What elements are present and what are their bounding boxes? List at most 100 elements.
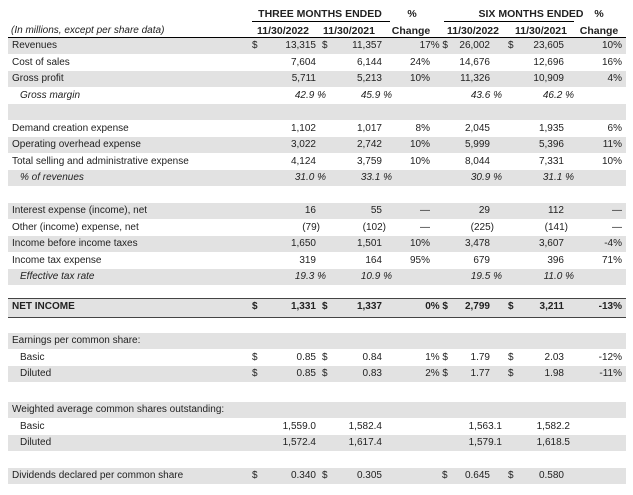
table-row: Weighted average common shares outstandi…: [8, 402, 626, 419]
value-h1-2022: 2,045: [464, 122, 490, 134]
value-h1-2022: 11,326: [460, 73, 490, 84]
table-row: Total selling and administrative expense…: [8, 154, 626, 170]
value-q3-2021: 6,144: [356, 56, 382, 68]
currency-symbol: $: [508, 40, 514, 51]
table-row: Cost of sales 7,604 6,144 24% 14,676 12,…: [8, 55, 626, 71]
value-h1-2022: 1.79: [470, 351, 490, 363]
value-h1-2021: 31.1 %: [542, 172, 574, 183]
table-row: Demand creation expense 1,102 1,017 8% 2…: [8, 121, 626, 137]
pct-change-half: -13%: [598, 301, 622, 312]
pct-change-half: -11%: [599, 368, 622, 379]
row-label: NET INCOME: [12, 301, 75, 312]
value-h1-2022: 26,002: [459, 40, 490, 51]
value-h1-2022: 1,579.1: [468, 437, 502, 448]
row-label: Basic: [20, 351, 45, 363]
value-h1-2021: 2.03: [544, 351, 564, 363]
value-h1-2022: 30.9 %: [470, 172, 502, 183]
table-row: Other (income) expense, net (79) (102) —…: [8, 220, 626, 236]
value-h1-2021: 3,211: [539, 301, 564, 312]
three-months-rule: [252, 21, 390, 22]
value-h1-2022: 2,799: [464, 301, 490, 312]
value-q3-2022: 7,604: [290, 56, 316, 68]
value-h1-2021: 7,331: [538, 155, 564, 167]
currency-symbol: $: [508, 301, 514, 312]
value-h1-2022: (225): [470, 221, 494, 233]
currency-symbol: $: [442, 470, 448, 481]
col-date-a: 11/30/2022: [257, 25, 309, 37]
value-h1-2021: 0.580: [538, 470, 564, 481]
value-q3-2021: 45.9 %: [360, 89, 392, 101]
value-q3-2022: 1,572.4: [282, 437, 316, 448]
pct-change-quarter: 10%: [409, 155, 430, 167]
value-q3-2022: 0.340: [290, 470, 316, 481]
table-row: Basic $ 0.85 $ 0.84 1% $ 1.79 $ 2.03 -12…: [8, 350, 626, 366]
row-label: Effective tax rate: [20, 271, 95, 282]
table-row: Effective tax rate 19.3 % 10.9 % 19.5 % …: [8, 269, 626, 286]
col-date-b: 11/30/2021: [323, 25, 375, 37]
value-q3-2022: 19.3 %: [294, 271, 326, 282]
value-h1-2022: 14,676: [459, 56, 490, 68]
six-months-header: SIX MONTHS ENDED: [478, 8, 584, 20]
value-q3-2021: 1,582.4: [348, 420, 382, 432]
pct-change-quarter: 24%: [409, 56, 430, 68]
value-h1-2022: 1,563.1: [468, 420, 502, 432]
currency-symbol: $: [322, 40, 328, 51]
value-h1-2022: 679: [473, 254, 490, 266]
currency-symbol: $: [322, 470, 328, 481]
pct-change-header: %: [407, 8, 417, 20]
row-label: Income before income taxes: [12, 238, 138, 249]
row-label: Weighted average common shares outstandi…: [12, 404, 225, 415]
currency-symbol: $: [508, 351, 514, 363]
row-label: Other (income) expense, net: [12, 221, 139, 233]
net-income-row: NET INCOME $ 1,331 $ 1,337 0% $ 2,799 $ …: [8, 298, 626, 318]
currency-symbol: $: [252, 368, 258, 379]
value-q3-2021: (102): [362, 221, 386, 233]
spacer-row: [8, 383, 626, 399]
col-date-c: 11/30/2022: [447, 25, 499, 37]
spacer-row: [8, 187, 626, 203]
value-h1-2021: (141): [544, 221, 568, 233]
row-label: Dividends declared per common share: [12, 470, 184, 481]
currency-symbol: $: [252, 40, 258, 51]
pct-change-quarter: —: [420, 221, 430, 233]
currency-symbol: $: [508, 470, 514, 481]
value-h1-2021: 3,607: [538, 238, 564, 249]
table-row: % of revenues 31.0 % 33.1 % 30.9 % 31.1 …: [8, 170, 626, 187]
pct-change-quarter: 1% $: [425, 351, 448, 363]
row-label: Cost of sales: [12, 56, 70, 68]
value-h1-2021: 1,935: [538, 122, 564, 134]
value-h1-2021: 46.2 %: [542, 89, 574, 101]
currency-symbol: $: [252, 470, 258, 481]
currency-symbol: $: [252, 351, 258, 363]
value-q3-2022: 1,650: [290, 238, 316, 249]
row-label: Gross profit: [12, 73, 64, 84]
col-change: Change: [391, 25, 431, 37]
value-q3-2021: 1,501: [356, 238, 382, 249]
table-row: Gross margin 42.9 % 45.9 % 43.6 % 46.2 %: [8, 88, 626, 104]
value-h1-2021: 5,396: [538, 139, 564, 150]
row-label: Operating overhead expense: [12, 139, 141, 150]
row-label: Total selling and administrative expense: [12, 155, 189, 167]
table-row: Operating overhead expense 3,022 2,742 1…: [8, 137, 626, 154]
value-h1-2021: 11.0 %: [543, 271, 574, 282]
value-q3-2022: 0.85: [296, 368, 316, 379]
value-q3-2021: 1,617.4: [348, 437, 382, 448]
table-row: Revenues $ 13,315 $ 11,357 17% $ 26,002 …: [8, 38, 626, 55]
table-row: Diluted 1,572.4 1,617.4 1,579.1 1,618.5: [8, 435, 626, 452]
value-q3-2022: 1,102: [290, 122, 316, 134]
table-row: Dividends declared per common share $ 0.…: [8, 468, 626, 485]
value-h1-2022: 29: [478, 205, 490, 216]
value-q3-2021: 0.84: [362, 351, 382, 363]
value-h1-2021: 1,582.2: [536, 420, 570, 432]
pct-change-header-2: %: [594, 8, 604, 20]
row-label: Revenues: [12, 40, 58, 51]
value-q3-2021: 33.1 %: [360, 172, 392, 183]
pct-change-half: -4%: [604, 238, 622, 249]
value-h1-2021: 10,909: [533, 73, 564, 84]
six-months-rule: [444, 21, 574, 22]
row-label: Gross margin: [20, 89, 81, 101]
value-q3-2022: 1,331: [290, 301, 316, 312]
table-caption: (In millions, except per share data): [11, 25, 165, 36]
row-label: Demand creation expense: [12, 122, 129, 134]
value-q3-2022: 42.9 %: [294, 89, 326, 101]
